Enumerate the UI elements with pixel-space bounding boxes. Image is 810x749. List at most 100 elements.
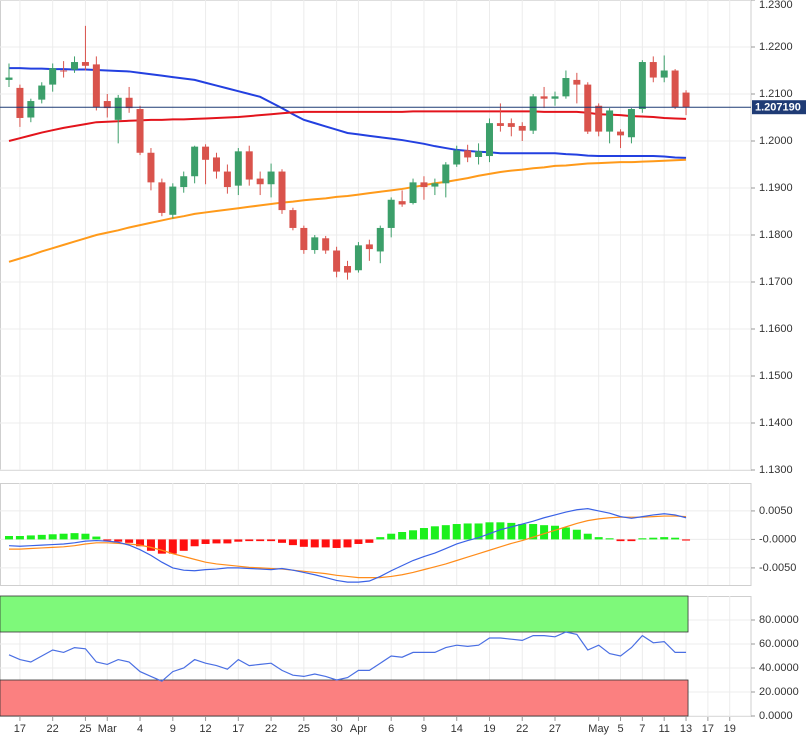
candle-body — [671, 70, 679, 108]
y-tick-label: 60.0000 — [759, 638, 799, 650]
x-tick-label: 9 — [421, 723, 427, 735]
candle-body — [267, 171, 275, 185]
x-tick-label: 17 — [14, 723, 26, 735]
y-tick-label: 1.1500 — [759, 370, 793, 382]
histogram-bar — [114, 539, 123, 542]
y-tick-label: 1.1800 — [759, 229, 793, 241]
histogram-bar — [146, 539, 155, 551]
histogram-bar — [660, 537, 669, 540]
histogram-bar — [92, 536, 101, 540]
candle-body — [169, 186, 177, 215]
x-tick-label: 19 — [724, 723, 736, 735]
histogram-bar — [540, 525, 549, 540]
histogram-bar — [70, 533, 79, 540]
candle-body — [81, 62, 89, 66]
histogram-bar — [212, 539, 221, 544]
panel-frame — [0, 483, 752, 586]
histogram-bar — [551, 525, 559, 540]
candle-body — [584, 84, 592, 132]
x-tick-label: 17 — [702, 723, 714, 735]
x-tick-label: 22 — [265, 723, 277, 735]
candle-body — [125, 97, 133, 109]
y-tick-label: 0.0050 — [759, 505, 793, 517]
y-tick-label: 1.2100 — [759, 88, 793, 100]
candle-body — [682, 92, 690, 108]
y-tick-label: 80.0000 — [759, 614, 799, 626]
x-tick-label: 27 — [549, 723, 561, 735]
histogram-bar — [398, 532, 407, 540]
moving-average-line — [8, 158, 687, 263]
histogram-bar — [81, 533, 90, 540]
y-tick-label: 40.0000 — [759, 662, 799, 674]
candle-body — [311, 237, 319, 251]
histogram-bar — [59, 533, 68, 540]
candle-body — [518, 125, 526, 131]
x-tick-label: 5 — [617, 723, 623, 735]
histogram-bar — [343, 539, 352, 548]
histogram-bar — [190, 539, 199, 547]
candle-body — [5, 77, 13, 80]
x-tick-label: 9 — [170, 723, 176, 735]
candle-body — [595, 105, 603, 132]
candle-body — [387, 199, 395, 228]
candle-body — [376, 227, 384, 252]
rsi-line — [8, 631, 687, 682]
candle-body — [27, 101, 35, 118]
histogram-bar — [594, 537, 603, 540]
x-tick-label: 19 — [483, 723, 495, 735]
y-tick-label: 1.2300 — [759, 0, 793, 11]
x-tick-label: 12 — [199, 723, 211, 735]
overbought-zone — [0, 595, 689, 633]
x-tick-label: Apr — [350, 723, 367, 735]
y-tick-label: -0.0050 — [759, 562, 796, 574]
candle-body — [529, 96, 537, 131]
moving-average-line — [9, 67, 687, 159]
histogram-bar — [125, 539, 134, 543]
y-tick-label: 1.2200 — [759, 41, 793, 53]
candle-body — [289, 210, 297, 228]
histogram-bar — [376, 537, 385, 540]
candle-body — [71, 62, 79, 70]
candle-body — [431, 183, 439, 187]
candle-body — [606, 110, 614, 132]
histogram-bar — [671, 537, 680, 540]
candle-body — [278, 171, 286, 211]
histogram-bar — [267, 539, 276, 542]
candle-body — [103, 101, 111, 109]
histogram-bar — [409, 530, 418, 540]
candle-body — [573, 79, 581, 85]
candle-body — [660, 70, 668, 78]
histogram-bar — [572, 529, 581, 540]
last-price-box — [752, 100, 806, 115]
x-tick-label: 7 — [639, 723, 645, 735]
x-tick-label: 6 — [388, 723, 394, 735]
histogram-bar — [387, 533, 396, 540]
candle-body — [617, 131, 625, 136]
histogram-bar — [278, 539, 286, 543]
candle-body — [202, 146, 210, 160]
x-tick-label: 17 — [232, 723, 244, 735]
candle-body — [420, 182, 428, 188]
y-tick-label: 1.1300 — [759, 464, 793, 476]
candle-body — [114, 97, 122, 120]
histogram-bar — [354, 539, 363, 544]
histogram-bar — [638, 538, 647, 540]
candle-body — [496, 123, 504, 126]
candle-body — [344, 266, 352, 273]
y-tick-label: 1.1900 — [759, 182, 793, 194]
histogram-bar — [157, 539, 166, 554]
x-tick-label: May — [588, 723, 609, 735]
x-tick-label: 22 — [516, 723, 528, 735]
candle-body — [191, 146, 199, 177]
y-tick-label: 1.1400 — [759, 417, 793, 429]
y-tick-label: 1.1600 — [759, 323, 793, 335]
histogram-bar — [627, 539, 636, 542]
x-tick-label: 25 — [79, 723, 91, 735]
histogram-bar — [441, 525, 450, 540]
histogram-bar — [26, 535, 35, 540]
candle-body — [398, 201, 406, 205]
x-tick-label: 4 — [137, 723, 143, 735]
histogram-bar — [507, 522, 516, 540]
x-tick-label: 13 — [680, 723, 692, 735]
